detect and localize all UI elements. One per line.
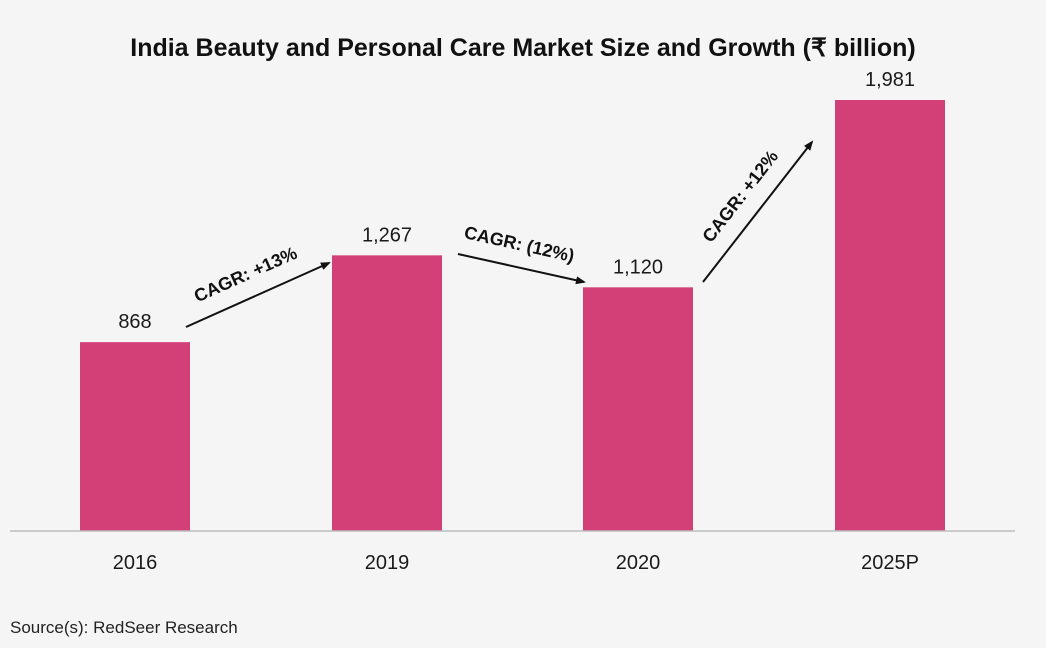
cagr-arrow-2 <box>457 253 586 285</box>
value-label-2020: 1,120 <box>613 256 663 278</box>
value-label-2025p: 1,981 <box>865 69 915 91</box>
x-axis-tick-labels: 2016 2019 2020 2025P <box>113 552 919 574</box>
bars <box>80 100 945 531</box>
bar-2016 <box>80 342 190 531</box>
bar-2025p <box>835 100 945 531</box>
value-label-2016: 868 <box>118 311 151 333</box>
x-tick-label-2016: 2016 <box>113 552 158 574</box>
source-note: Source(s): RedSeer Research <box>10 618 238 637</box>
cagr-annotations: CAGR: +13% CAGR: (12%) CAGR: +12% <box>185 140 814 328</box>
x-tick-label-2019: 2019 <box>365 552 410 574</box>
value-label-2019: 1,267 <box>362 224 412 246</box>
bar-2019 <box>332 255 442 531</box>
cagr-arrow-1 <box>185 262 331 328</box>
value-labels: 868 1,267 1,120 1,981 <box>118 69 915 333</box>
cagr-label-1: CAGR: +13% <box>191 243 300 306</box>
bar-2020 <box>583 287 693 531</box>
x-tick-label-2020: 2020 <box>616 552 661 574</box>
cagr-arrow-3 <box>702 140 814 283</box>
chart-title: India Beauty and Personal Care Market Si… <box>130 34 916 62</box>
x-tick-label-2025p: 2025P <box>861 552 919 574</box>
